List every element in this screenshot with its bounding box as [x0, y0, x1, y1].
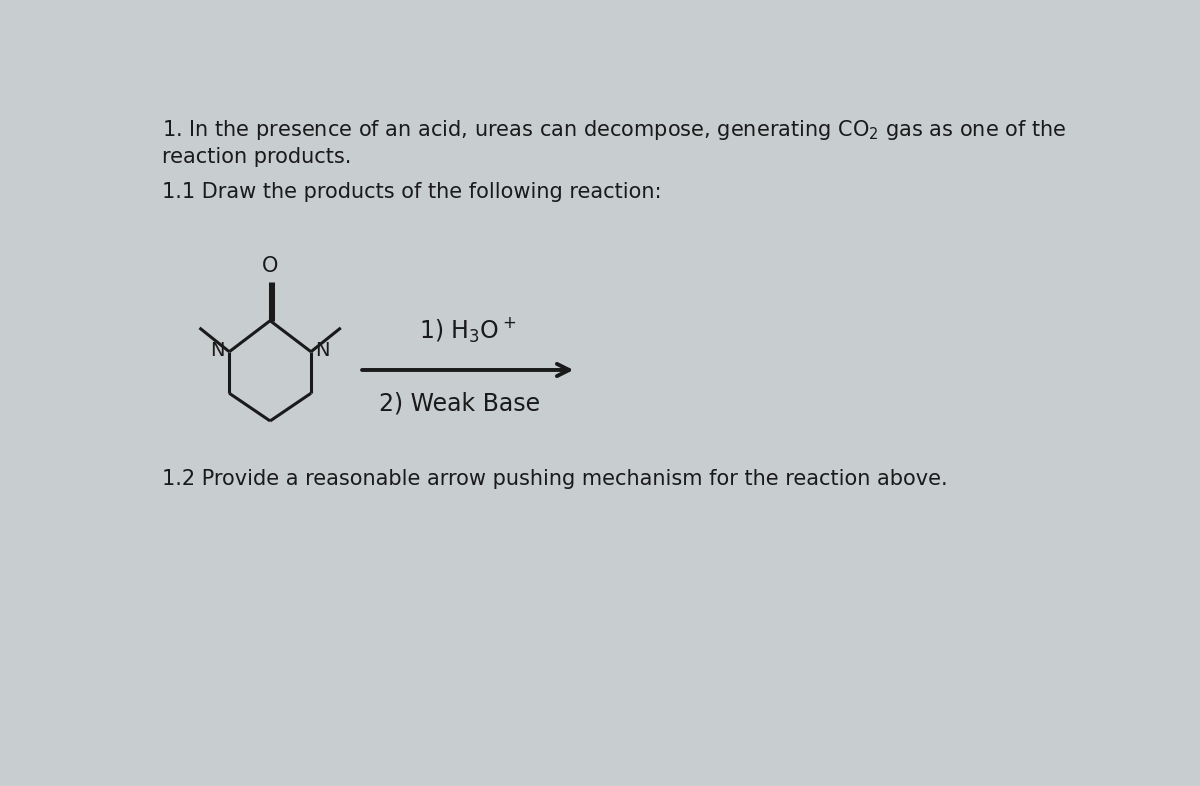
Text: O: O [262, 256, 278, 276]
Text: reaction products.: reaction products. [162, 147, 352, 167]
Text: N: N [210, 340, 224, 360]
Text: 1.1 Draw the products of the following reaction:: 1.1 Draw the products of the following r… [162, 182, 661, 202]
Text: 2) Weak Base: 2) Weak Base [379, 391, 540, 416]
Text: 1. In the presence of an acid, ureas can decompose, generating CO$_2$ gas as one: 1. In the presence of an acid, ureas can… [162, 118, 1066, 142]
Text: 1) H$_3$O$^+$: 1) H$_3$O$^+$ [419, 316, 516, 345]
Text: N: N [316, 340, 330, 360]
Text: 1.2 Provide a reasonable arrow pushing mechanism for the reaction above.: 1.2 Provide a reasonable arrow pushing m… [162, 468, 947, 489]
